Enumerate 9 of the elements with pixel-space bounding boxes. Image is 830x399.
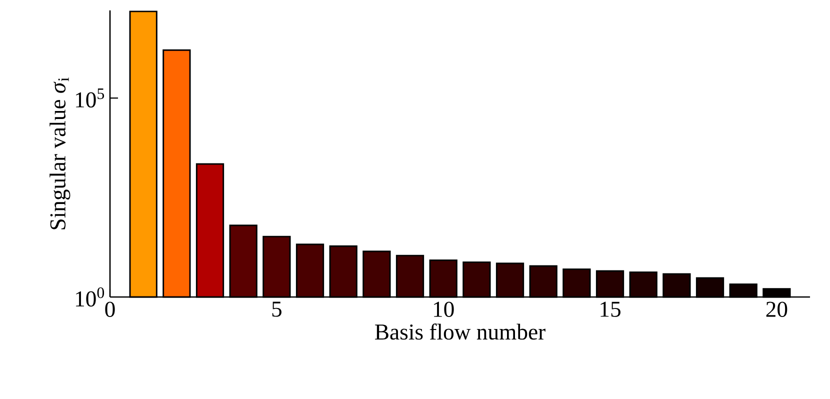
- x-tick-label: 20: [766, 302, 788, 318]
- x-tick-label: 5: [272, 302, 282, 317]
- x-tick-label: 10: [434, 302, 454, 318]
- y-axis-title: Singular value σ$_{i}$: [50, 78, 70, 230]
- x-tick-label: 15: [600, 302, 620, 317]
- x-tick-label: 0: [105, 302, 115, 318]
- y-tick-label: 10$^{0}$: [76, 287, 104, 307]
- x-axis-title: Basis flow number: [375, 324, 546, 340]
- y-tick-label: 10$^{5}$: [76, 88, 104, 108]
